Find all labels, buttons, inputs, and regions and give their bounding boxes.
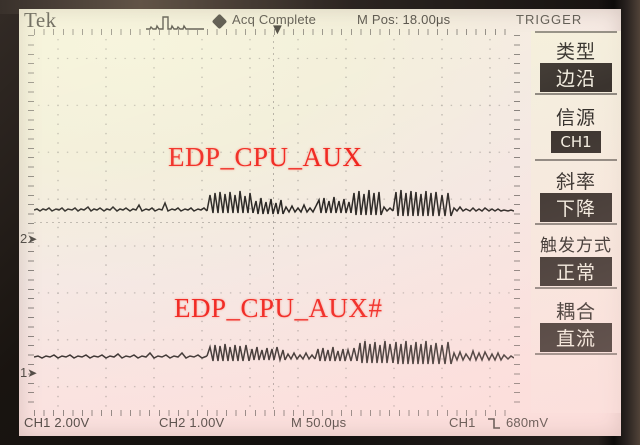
menu-item-value-type[interactable]: 边沿 [540, 63, 612, 92]
graticule-top-ticks [34, 29, 514, 35]
graticule-bottom-ticks [34, 410, 514, 416]
trace-ch1 [34, 340, 514, 365]
status-header: Tek Acq Complete M Pos: 18.00μs TRIGGER [19, 9, 621, 35]
status-footer: CH1 2.00V CH2 1.00V M 50.0μs CH1 680mV [19, 412, 621, 436]
waveform-traces [34, 189, 514, 365]
annotation-edp-cpu-aux: EDP_CPU_AUX [168, 142, 363, 172]
ch1-ground-label: 1 [20, 365, 28, 380]
menu-item-label-slope: 斜率 [555, 171, 596, 193]
trigger-position-marker-icon[interactable]: ▼ [270, 21, 285, 38]
ch2-ground-marker[interactable]: 2➤ [20, 231, 37, 246]
trigger-side-menu: 类型 边沿 信源 CH1 斜率 下降 触发方式 正常 耦合 直流 [531, 31, 621, 413]
trigger-source-readout: CH1 [449, 415, 476, 430]
menu-separator [535, 93, 617, 95]
menu-separator [535, 287, 617, 289]
graticule-center-horizontal [34, 222, 514, 223]
menu-separator [535, 159, 617, 161]
menu-item-label-type: 类型 [555, 41, 596, 63]
menu-item-value-coupling[interactable]: 直流 [540, 323, 612, 352]
ch2-scale-readout: CH2 1.00V [159, 415, 225, 430]
horizontal-position-text: M Pos: 18.00μs [357, 12, 451, 27]
menu-item-label-mode: 触发方式 [540, 236, 612, 256]
annotation-edp-cpu-aux-n: EDP_CPU_AUX# [174, 293, 383, 323]
menu-item-label-source: 信源 [555, 107, 596, 129]
ch1-ground-marker[interactable]: 1➤ [20, 365, 37, 380]
trigger-menu-title: TRIGGER [516, 12, 583, 27]
falling-edge-icon [488, 418, 500, 429]
trace-ch2 [34, 189, 514, 217]
menu-item-value-slope[interactable]: 下降 [540, 193, 612, 222]
oscilloscope-screen: Tek Acq Complete M Pos: 18.00μs TRIGGER … [19, 9, 621, 436]
graticule-dots [34, 35, 514, 410]
ch2-ground-label: 2 [20, 231, 28, 246]
menu-item-label-coupling: 耦合 [555, 301, 596, 323]
timebase-readout: M 50.0μs [291, 415, 347, 430]
graticule-left-ticks [28, 35, 34, 410]
ground-level-arrow-icon: ➤ [27, 366, 38, 380]
ground-level-arrow-icon: ➤ [27, 232, 38, 246]
graticule-right-ticks [514, 35, 520, 410]
menu-separator [535, 31, 617, 33]
trigger-level-readout: 680mV [506, 415, 549, 430]
tek-logo: Tek [24, 9, 57, 32]
graticule-center-vertical [273, 35, 274, 410]
waveform-plot-area[interactable]: ▼ [20, 22, 520, 416]
menu-separator [535, 223, 617, 225]
ch1-scale-readout: CH1 2.00V [24, 415, 90, 430]
menu-separator [535, 353, 617, 355]
menu-item-value-source[interactable]: CH1 [551, 131, 601, 153]
acq-status-text: Acq Complete [232, 12, 317, 27]
acquisition-stopped-icon [211, 13, 228, 30]
menu-item-value-mode[interactable]: 正常 [540, 257, 612, 286]
